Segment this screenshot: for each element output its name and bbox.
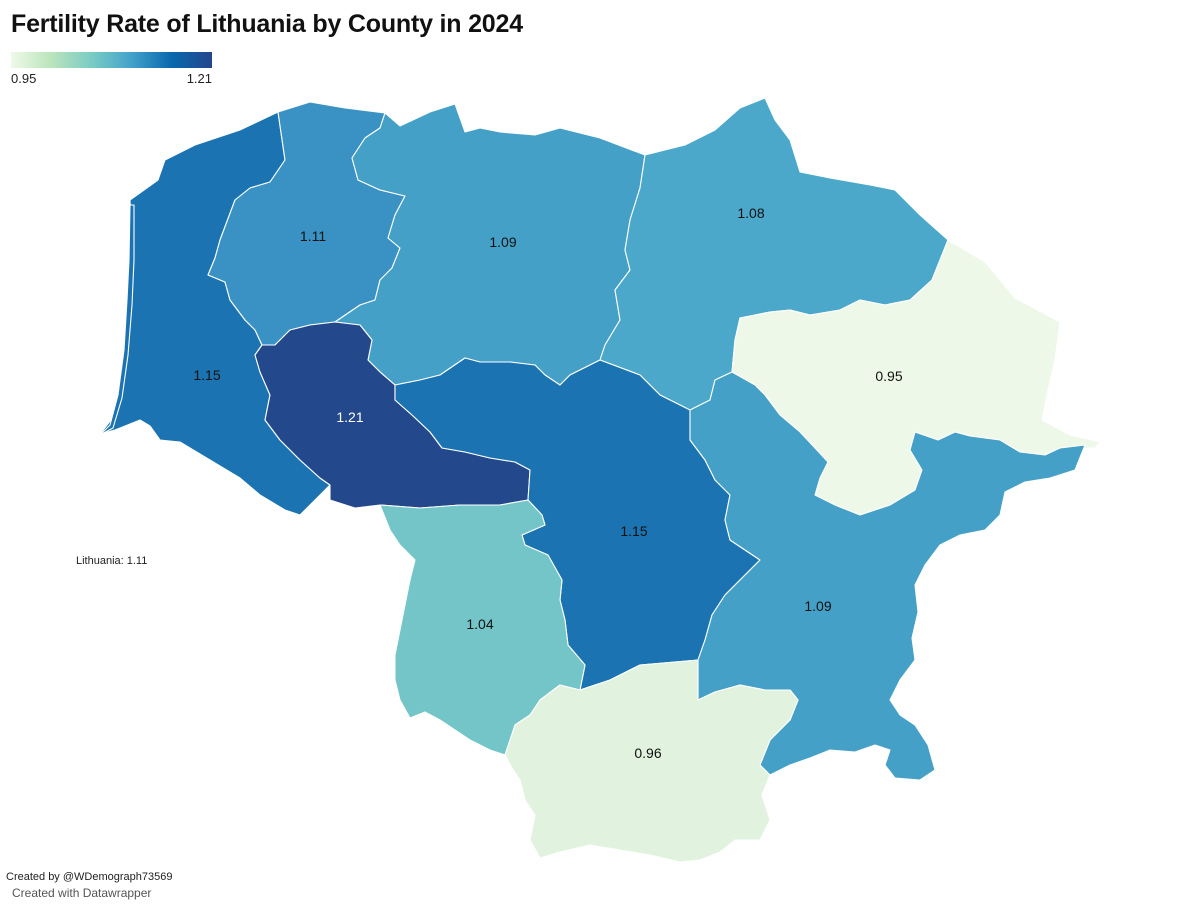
county-label-siauliai: 1.09 — [489, 234, 516, 250]
county-alytus[interactable] — [504, 659, 799, 863]
legend-gradient-bar — [11, 52, 212, 68]
author-credit: Created by @WDemograph73569 — [6, 871, 173, 883]
county-label-marijampole: 1.04 — [466, 616, 493, 632]
county-label-panevezys: 1.08 — [737, 205, 764, 221]
national-average-note: Lithuania: 1.11 — [76, 555, 148, 567]
county-label-telsiai: 1.11 — [300, 228, 326, 244]
legend-min-label: 0.95 — [11, 71, 37, 86]
county-label-klaipeda: 1.15 — [193, 367, 220, 383]
color-legend: 0.95 1.21 — [11, 52, 212, 86]
tool-credit: Created with Datawrapper — [12, 886, 152, 900]
county-label-alytus: 0.96 — [634, 745, 661, 761]
county-label-taurage: 1.21 — [336, 409, 363, 425]
county-shape-klaipeda-spit — [99, 204, 135, 436]
county-label-kaunas: 1.15 — [620, 523, 647, 539]
county-vilnius[interactable] — [689, 371, 1086, 781]
legend-max-label: 1.21 — [186, 71, 212, 86]
map-title: Fertility Rate of Lithuania by County in… — [11, 10, 523, 38]
county-label-vilnius: 1.09 — [804, 598, 831, 614]
legend-labels: 0.95 1.21 — [11, 68, 212, 86]
county-label-utena: 0.95 — [875, 368, 902, 384]
